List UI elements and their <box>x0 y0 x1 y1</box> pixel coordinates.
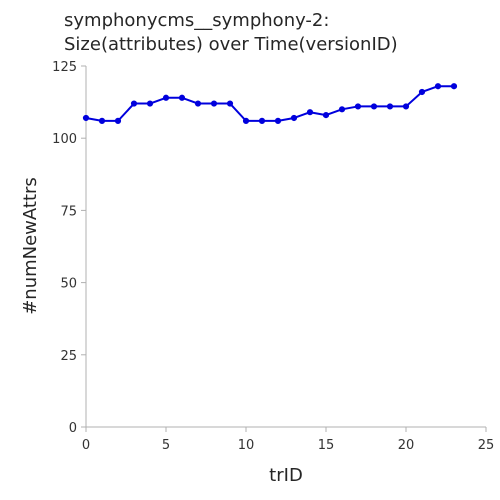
data-point <box>434 83 442 90</box>
data-point <box>98 117 106 124</box>
chart-title: symphonycms__symphony-2: Size(attributes… <box>64 10 398 55</box>
data-point <box>290 114 298 122</box>
data-point <box>386 103 394 110</box>
y-axis-label: #numNewAttrs <box>20 177 41 315</box>
data-point <box>450 83 458 90</box>
x-tick-label: 25 <box>478 438 495 453</box>
data-point <box>114 117 122 124</box>
data-point <box>306 109 314 116</box>
data-point <box>146 100 154 107</box>
x-axis-label: trID <box>269 465 303 486</box>
y-tick-label: 125 <box>52 60 77 75</box>
x-tick-label: 10 <box>238 438 255 453</box>
series-group <box>82 83 458 124</box>
y-tick-label: 50 <box>60 277 77 292</box>
y-tick-label: 100 <box>52 132 77 147</box>
data-point <box>162 94 170 101</box>
x-tick-label: 15 <box>318 438 335 453</box>
data-point <box>242 117 250 124</box>
data-point <box>418 88 426 96</box>
data-point <box>402 103 410 110</box>
data-point <box>258 117 266 124</box>
x-tick-label: 5 <box>162 438 170 453</box>
chart-title-line-1: symphonycms__symphony-2: <box>64 10 329 31</box>
data-point <box>178 94 186 101</box>
data-point <box>226 100 234 107</box>
data-point <box>194 100 202 107</box>
data-point <box>338 106 346 113</box>
y-axis-ticks: 0 25 50 75 100 125 <box>52 60 86 436</box>
chart-title-line-2: Size(attributes) over Time(versionID) <box>64 34 398 55</box>
x-axis-ticks: 0 5 10 15 20 25 <box>82 427 494 453</box>
data-point <box>370 103 378 110</box>
data-point <box>354 103 362 110</box>
data-point <box>274 117 282 124</box>
data-point <box>130 100 138 107</box>
data-point <box>82 114 90 122</box>
x-tick-label: 0 <box>82 438 90 453</box>
y-tick-label: 25 <box>60 349 77 364</box>
data-point <box>210 100 218 107</box>
data-point <box>322 111 330 119</box>
x-tick-label: 20 <box>398 438 415 453</box>
y-tick-label: 75 <box>60 204 77 219</box>
y-tick-label: 0 <box>69 421 77 436</box>
series-line <box>85 85 454 122</box>
